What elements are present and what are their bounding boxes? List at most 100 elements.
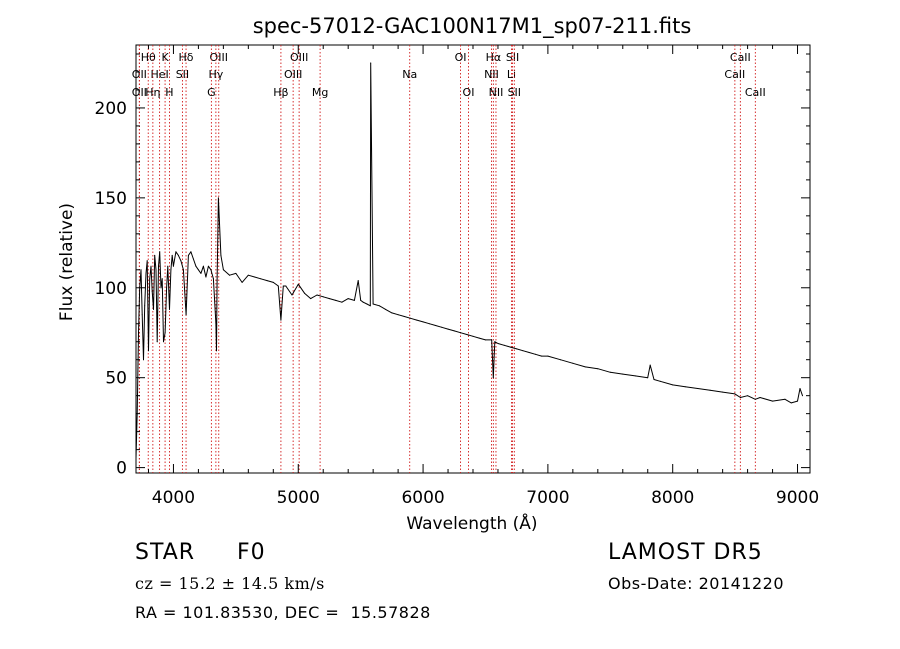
spectrum-point [559, 359, 561, 361]
spectrum-point [534, 353, 536, 355]
spectrum-point [422, 321, 424, 323]
line-marker-label-16: Na [402, 68, 417, 81]
spectrum-point [163, 341, 164, 343]
spectrum-point [797, 400, 798, 402]
spectrum-point [366, 303, 368, 305]
line-marker-label-8: H [165, 86, 173, 99]
spectrum-point [416, 319, 418, 321]
spectrum-point [684, 386, 686, 388]
spectrum-point [759, 397, 761, 398]
spectrum-point [222, 269, 224, 271]
line-marker-label-23: NII [489, 86, 504, 99]
spectrum-point [241, 281, 243, 283]
x-tick-label-4: 8000 [651, 488, 694, 508]
spectrum-point [297, 283, 299, 285]
spectrum-point [146, 260, 148, 262]
spectrum-point [653, 379, 655, 380]
spectrum-point [175, 251, 177, 253]
spectrum-point [154, 254, 156, 256]
line-marker-label-2: OII [132, 86, 147, 99]
spectrum-point [266, 280, 268, 282]
x-axis-label: Wavelength (Å) [406, 512, 537, 534]
spectrum-point [291, 294, 293, 296]
spectrum-point [216, 280, 218, 282]
spectrum-point [341, 301, 343, 303]
spectrum-point [709, 389, 711, 391]
spectrum-point [494, 341, 496, 343]
spectrum-point [447, 328, 449, 330]
spectrum-point [166, 287, 168, 289]
spectrum-point [229, 274, 231, 276]
spectrum-point [285, 285, 287, 287]
spectrum-point [659, 380, 661, 382]
line-marker-label-18: OI [463, 86, 475, 99]
spectrum-point [205, 276, 207, 278]
spectrum-point [739, 397, 741, 398]
spectrum-point [491, 339, 493, 341]
spectrum-point [734, 393, 736, 395]
spectrum-point [156, 341, 158, 343]
object-subclass: F0 [237, 540, 266, 565]
line-marker-label-3: K [161, 51, 169, 64]
spectrum-point [272, 281, 274, 283]
line-marker-label-14: Hβ [273, 86, 288, 99]
x-tick-label-3: 7000 [526, 488, 569, 508]
spectrum-point [145, 272, 147, 274]
spectrum-point [497, 343, 499, 344]
spectrum-point [280, 319, 282, 321]
spectrum-point [634, 375, 636, 377]
line-marker-label-22: Li [507, 68, 516, 81]
spectrum-point [522, 350, 524, 352]
spectrum-point [141, 314, 143, 316]
line-marker-label-21: NII [484, 68, 499, 81]
spectrum-point [192, 258, 194, 260]
spectrum-point [647, 377, 649, 379]
line-marker-label-9: OIII [210, 51, 228, 64]
spectrum-point [155, 269, 157, 271]
spectrum-point [503, 344, 505, 346]
spectrum-point [139, 287, 141, 289]
spectrum-point [790, 402, 792, 404]
spectrum-point [397, 314, 399, 316]
spectrum-point [697, 388, 699, 389]
survey-label: LAMOST DR5 [608, 540, 763, 565]
spectrum-point [362, 301, 364, 303]
line-marker-label-7: SII [176, 68, 189, 81]
spectrum-point [150, 265, 152, 267]
axis-ticks: 4000 5000 6000 7000 8000 9000 0 50 100 150 200 [95, 45, 819, 508]
spectrum-point [453, 330, 455, 332]
line-marker-label-0: Hθ [141, 51, 156, 64]
spectrum-point [148, 350, 149, 352]
spectrum-point [385, 308, 387, 310]
spectrum-point [167, 265, 169, 267]
spectrum-point [572, 362, 574, 364]
spectrum-point [164, 332, 166, 334]
spectrum-point [143, 359, 144, 361]
spectrum-point [597, 368, 599, 370]
spectrum-point [335, 299, 337, 301]
redshift-cz: cz = 15.2 ± 14.5 km/s [135, 574, 325, 593]
spectrum-point [144, 305, 146, 307]
spectrum-point [391, 312, 393, 314]
spectrum-point [485, 339, 486, 341]
line-marker-label-19: Hα [486, 51, 502, 64]
spectrum-point [428, 323, 430, 325]
spectrum-point [170, 269, 172, 271]
spectrum-point [622, 373, 624, 375]
line-marker-label-17: OI [455, 51, 467, 64]
spectrum-point [216, 350, 217, 352]
spectrum-point [754, 398, 756, 400]
spectrum-point [160, 287, 162, 289]
spectrum-point [172, 265, 174, 267]
spectrum-point [329, 298, 330, 300]
spectrum-point [672, 384, 674, 386]
spectrum-point [136, 413, 138, 415]
spectrum-point [277, 285, 279, 287]
spectrum-point [799, 388, 801, 389]
spectrum-point [410, 317, 412, 319]
line-marker-label-13: OIII [284, 68, 302, 81]
spectrum-point [372, 303, 374, 305]
y-tick-label-1: 50 [105, 369, 127, 389]
